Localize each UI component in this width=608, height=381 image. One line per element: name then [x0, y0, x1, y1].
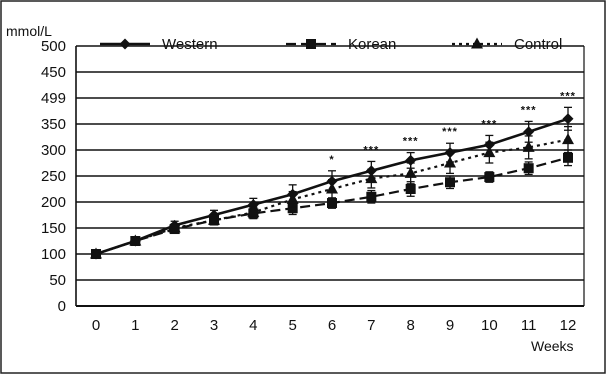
y-tick-label: 100: [41, 246, 66, 263]
significance-marker: ***: [521, 104, 537, 116]
significance-marker: ***: [442, 126, 458, 138]
significance-marker: ***: [403, 136, 419, 148]
legend-item-control: Control: [452, 36, 562, 53]
data-point-control: [483, 146, 496, 158]
x-tick-label: 5: [288, 317, 296, 334]
y-tick-label: 499: [41, 90, 66, 107]
series-layer: [90, 106, 574, 260]
significance-marker: ***: [560, 90, 576, 102]
legend-label: Korean: [348, 36, 396, 53]
x-tick-label: 2: [170, 317, 178, 334]
data-point-control: [326, 182, 338, 194]
y-tick-label: 450: [41, 64, 66, 81]
data-point-korean: [445, 177, 455, 188]
significance-marker: *: [329, 154, 334, 166]
data-point-control: [444, 156, 456, 168]
legend-item-korean: Korean: [286, 36, 396, 53]
x-tick-label: 10: [481, 317, 498, 334]
y-tick-label: 150: [41, 220, 66, 237]
significance-marker: ***: [481, 118, 497, 130]
chart-frame: [0, 0, 606, 374]
y-tick-label: 250: [41, 168, 66, 185]
data-point-control: [286, 192, 299, 204]
data-point-control: [365, 172, 378, 184]
legend-label: Western: [162, 36, 218, 53]
y-tick-label: 200: [41, 194, 66, 211]
y-tick-labels: 0 50 100 150 200 250 300 350 499 450 500: [41, 38, 66, 315]
y-tick-label: 300: [41, 142, 66, 159]
x-tick-labels: 0 1 2 3 4 5 6 7 8 9 10 11 12: [92, 317, 577, 334]
data-point-korean: [287, 203, 298, 214]
x-tick-label: 9: [446, 317, 454, 334]
x-tick-label: 11: [521, 317, 537, 334]
x-tick-label: 1: [131, 317, 139, 334]
significance-marker: ***: [363, 144, 379, 156]
y-tick-label: 350: [41, 116, 66, 133]
grid-lines: [75, 45, 585, 307]
data-point-control: [129, 234, 142, 246]
data-point-control: [247, 205, 260, 217]
legend-swatch-marker: [306, 39, 316, 49]
x-tick-label: 0: [92, 317, 100, 334]
x-tick-label: 7: [367, 317, 375, 334]
data-point-western: [562, 113, 574, 125]
legend: Western Korean Control: [100, 36, 562, 53]
legend-item-western: Western: [100, 36, 218, 53]
x-tick-label: 4: [249, 317, 257, 334]
data-point-western: [523, 126, 535, 138]
x-tick-label: 12: [560, 317, 577, 334]
data-point-korean: [563, 152, 573, 163]
x-tick-label: 3: [210, 317, 218, 334]
legend-swatch-marker: [119, 38, 131, 50]
legend-label: Control: [514, 36, 562, 53]
data-point-korean: [484, 172, 495, 183]
significance-markers: *******************: [329, 90, 576, 166]
y-unit-label: mmol/L: [6, 23, 52, 39]
data-point-control: [404, 166, 417, 178]
data-point-control: [522, 140, 535, 152]
data-point-korean: [405, 184, 416, 194]
data-point-control: [562, 133, 574, 145]
series-control: [90, 125, 574, 259]
x-tick-label: 6: [328, 317, 336, 334]
data-point-control: [90, 247, 102, 259]
data-point-control: [168, 221, 181, 233]
data-point-korean: [523, 163, 534, 174]
data-point-control: [208, 213, 220, 225]
data-point-korean: [327, 198, 337, 209]
data-point-korean: [366, 191, 377, 202]
legend-swatch-marker: [471, 37, 483, 49]
y-tick-label: 500: [41, 38, 66, 55]
x-axis-title: Weeks: [531, 338, 574, 354]
x-tick-label: 8: [406, 317, 414, 334]
y-tick-label: 0: [58, 298, 66, 315]
y-tick-label: 50: [49, 272, 66, 289]
